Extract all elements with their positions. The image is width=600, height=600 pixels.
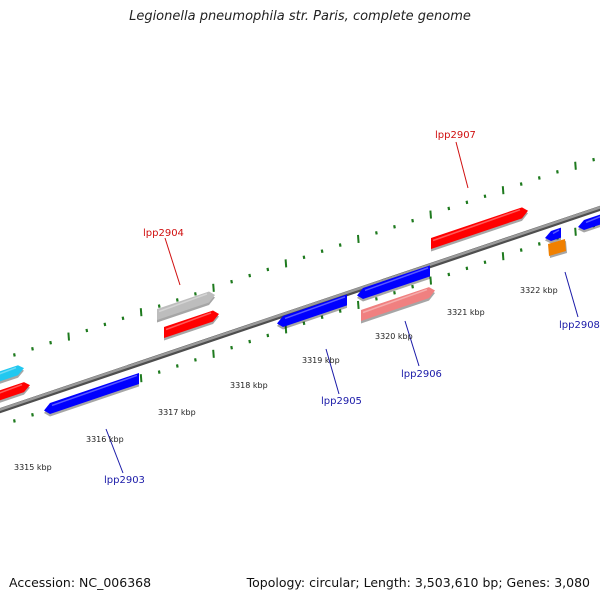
gene-label-lpp2903[interactable]: lpp2903 — [104, 475, 145, 486]
upper-ruler-tick — [338, 243, 342, 247]
upper-ruler-tick — [67, 332, 70, 341]
leader-line-lpp2904 — [164, 237, 181, 286]
lower-ruler-tick — [411, 284, 414, 289]
upper-ruler-tick — [157, 304, 161, 308]
ruler-label-3320: 3320 kbp — [375, 332, 413, 341]
lower-ruler-tick — [320, 315, 324, 319]
lower-ruler-tick — [338, 309, 342, 313]
upper-ruler-tick — [230, 279, 233, 284]
lower-ruler-tick — [537, 242, 541, 246]
leader-line-lpp2908 — [564, 271, 579, 318]
upper-ruler-tick — [49, 340, 52, 345]
lower-ruler-tick — [465, 266, 469, 271]
leader-line-lpp2907 — [455, 141, 469, 189]
upper-ruler-tick — [85, 328, 89, 333]
upper-ruler-tick — [212, 283, 215, 292]
upper-ruler-tick — [139, 308, 143, 317]
genome-title: Legionella pneumophila str. Paris, compl… — [129, 9, 471, 24]
upper-ruler-tick — [13, 353, 16, 357]
upper-ruler-tick — [320, 249, 324, 253]
gene-feature-red-left[interactable] — [0, 382, 30, 409]
ruler-label-3322: 3322 kbp — [520, 286, 558, 295]
ruler-label-3319: 3319 kbp — [302, 356, 340, 365]
upper-ruler-tick — [103, 322, 107, 327]
topology-text: Topology: circular; Length: 3,503,610 bp… — [246, 575, 590, 590]
lower-ruler-tick — [393, 290, 396, 295]
gene-feature-lpp2905[interactable] — [277, 294, 347, 330]
ruler-label-3317: 3317 kbp — [158, 408, 196, 417]
lower-ruler-tick — [375, 297, 378, 301]
upper-ruler-tick — [357, 234, 360, 244]
lower-ruler-tick — [248, 339, 252, 344]
upper-ruler-tick — [556, 170, 559, 174]
gene-feature-lpp2904[interactable] — [164, 310, 219, 341]
lower-ruler-tick — [266, 333, 270, 338]
upper-ruler-tick — [393, 224, 396, 229]
gene-feature-lpp2904-gray[interactable] — [157, 291, 215, 323]
ruler-label-3318: 3318 kbp — [230, 381, 268, 390]
gene-feature-blue-right[interactable] — [578, 212, 600, 233]
lower-ruler-tick — [139, 374, 143, 383]
upper-ruler-tick — [501, 186, 505, 195]
lower-ruler-tick — [31, 412, 34, 417]
upper-ruler-tick — [537, 176, 541, 180]
gene-label-lpp2908[interactable]: lpp2908 — [559, 320, 600, 331]
upper-ruler-tick — [284, 259, 288, 268]
upper-ruler-tick — [411, 218, 414, 223]
gene-feature-orange[interactable] — [548, 239, 567, 258]
accession-text: Accession: NC_006368 — [9, 575, 152, 590]
lower-ruler-tick — [230, 345, 233, 350]
upper-ruler-tick — [302, 255, 306, 260]
lower-ruler-tick — [483, 260, 487, 265]
gene-label-lpp2906[interactable]: lpp2906 — [401, 369, 442, 380]
upper-ruler-tick — [483, 194, 487, 199]
ruler-label-3321: 3321 kbp — [447, 308, 485, 317]
gene-feature-cyan[interactable] — [0, 365, 24, 390]
upper-ruler-tick — [429, 210, 432, 219]
lower-ruler-tick — [574, 227, 577, 236]
lower-ruler-tick — [357, 300, 360, 310]
upper-ruler-tick — [519, 182, 523, 186]
lower-ruler-tick — [13, 419, 16, 423]
upper-ruler-tick — [31, 346, 34, 351]
upper-ruler-tick — [447, 206, 451, 211]
upper-ruler-tick — [465, 200, 469, 205]
upper-ruler-tick — [266, 267, 270, 272]
gene-features — [0, 207, 600, 417]
lower-ruler-tick — [447, 272, 451, 277]
gene-label-lpp2907[interactable]: lpp2907 — [435, 130, 476, 141]
gene-feature-lpp2906[interactable] — [361, 287, 435, 324]
gene-label-lpp2904[interactable]: lpp2904 — [143, 228, 184, 239]
gene-feature-lpp2906-blue[interactable] — [357, 265, 430, 302]
upper-ruler-tick — [592, 157, 595, 162]
lower-ruler-tick — [175, 364, 179, 368]
lower-ruler-tick — [429, 276, 432, 285]
lower-ruler-tick — [519, 248, 523, 252]
gene-feature-lpp2903[interactable] — [44, 372, 139, 417]
upper-ruler-tick — [248, 273, 252, 278]
lower-ruler-tick — [157, 370, 161, 374]
lower-ruler-tick — [302, 321, 306, 326]
lower-ruler-tick — [501, 252, 505, 261]
upper-ruler-tick — [375, 231, 378, 235]
upper-ruler-tick — [194, 292, 197, 296]
lower-ruler-tick — [212, 349, 215, 358]
ruler-label-3315: 3315 kbp — [14, 463, 52, 472]
upper-ruler-tick — [121, 316, 125, 321]
gene-feature-lpp2907[interactable] — [431, 207, 528, 252]
upper-tick-row — [13, 157, 595, 357]
genome-backbone — [0, 206, 600, 411]
gene-label-lpp2905[interactable]: lpp2905 — [321, 396, 362, 407]
leader-line-lpp2903 — [105, 428, 124, 474]
leader-line-lpp2905 — [325, 348, 340, 395]
leader-line-lpp2906 — [404, 320, 420, 367]
lower-ruler-tick — [194, 358, 197, 362]
ruler-label-3316: 3316 kbp — [86, 435, 124, 444]
upper-ruler-tick — [574, 161, 577, 170]
upper-ruler-tick — [175, 298, 179, 302]
gene-feature-lpp2908[interactable] — [545, 227, 561, 244]
lower-ruler-tick — [284, 325, 288, 334]
